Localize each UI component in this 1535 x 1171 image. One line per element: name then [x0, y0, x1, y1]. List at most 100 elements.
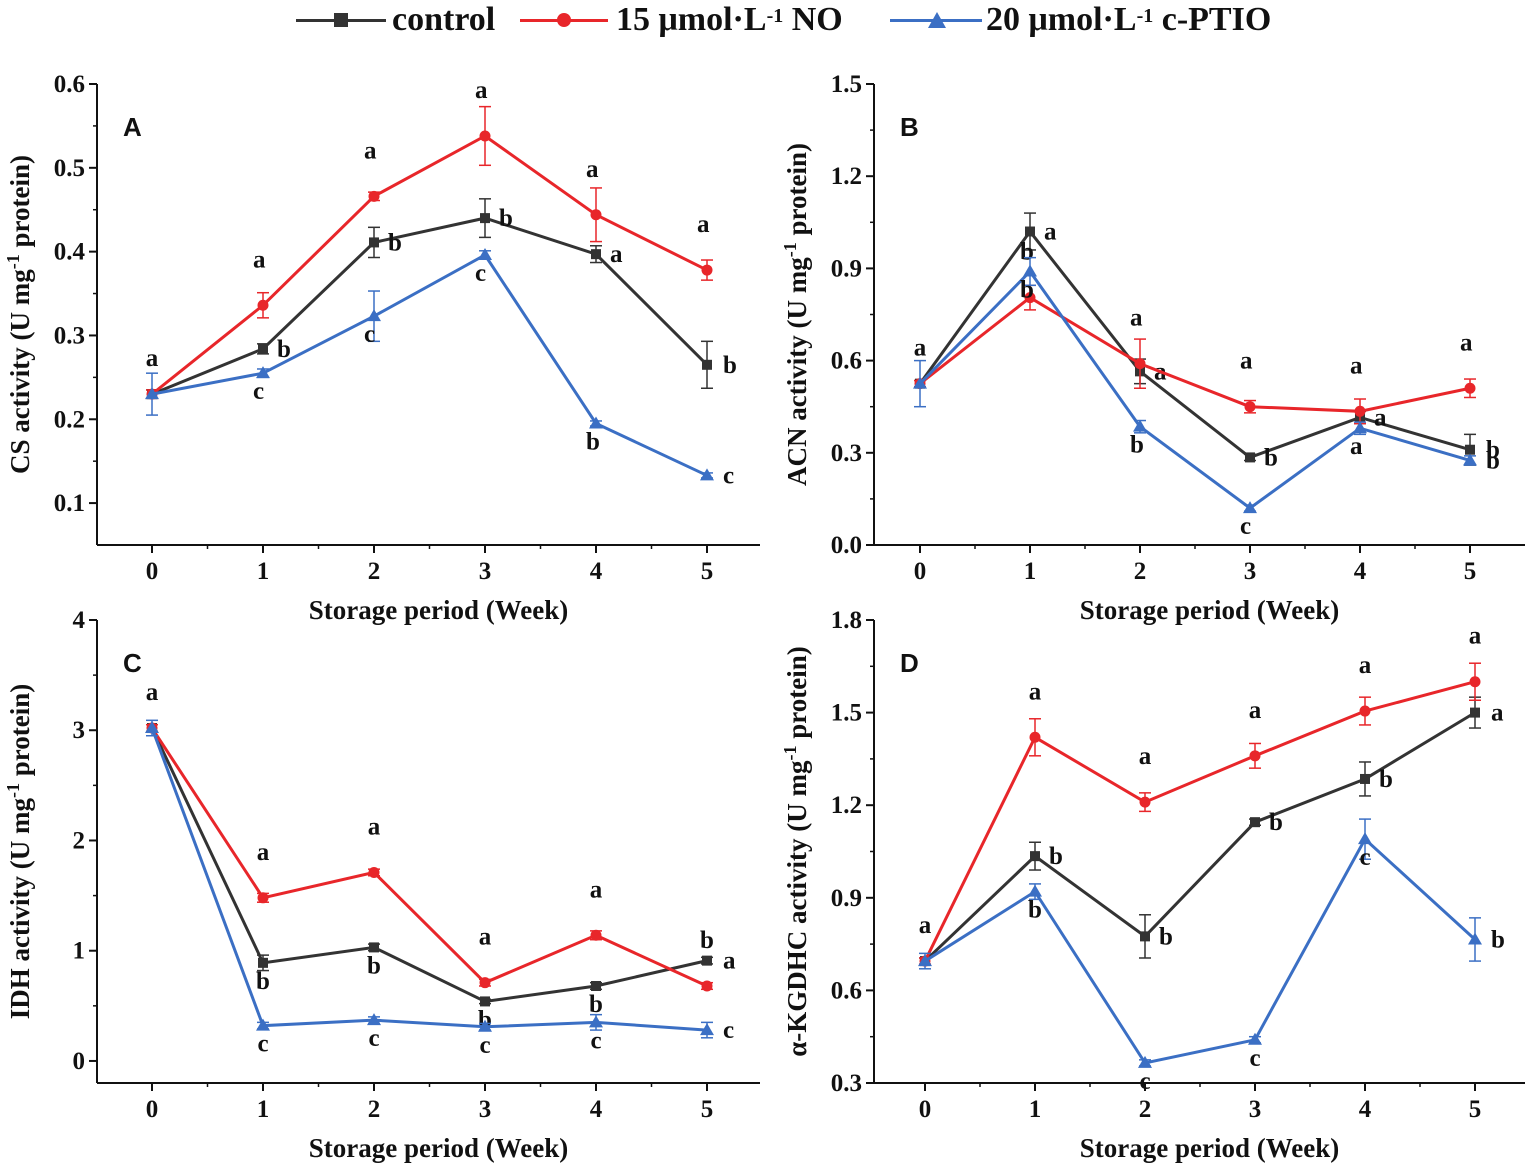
y-tick-label: 1.2 — [831, 163, 862, 190]
data-point — [478, 1019, 492, 1032]
data-point — [1249, 750, 1261, 762]
x-tick-label: 4 — [1354, 558, 1367, 585]
significance-label: b — [277, 336, 291, 363]
x-tick-label: 1 — [1024, 558, 1037, 585]
legend-label-control: control — [392, 1, 496, 38]
series-line — [924, 836, 1477, 1065]
panel-a: 0.1 0.2 0.3 0.4 0.5 0.6 0 1 2 3 4 5 Storage period (… — [3, 71, 760, 625]
x-tick-label: 0 — [146, 1096, 159, 1123]
data-point — [1463, 453, 1477, 466]
data-point — [367, 309, 381, 322]
legend-item-cptio: 20 μmol·L-1 c-PTIO — [890, 0, 1330, 44]
significance-label: a — [1359, 652, 1372, 679]
series-no: a b a a a a — [914, 239, 1476, 425]
x-axis-title: Storage period (Week) — [1080, 595, 1339, 625]
data-point — [1468, 932, 1482, 945]
significance-label: a — [1139, 743, 1152, 770]
legend-label-no-sup: -1 — [766, 5, 784, 27]
x-tick-label: 0 — [919, 1096, 932, 1123]
significance-label: a — [1029, 678, 1042, 705]
data-point — [258, 343, 268, 354]
y-axis-title: IDH activity (U mg-1 protein) — [3, 684, 35, 1019]
data-point — [1138, 1055, 1152, 1068]
data-point — [369, 237, 379, 248]
x-axis-title: Storage period (Week) — [309, 595, 568, 625]
data-point — [1028, 884, 1042, 897]
significance-label: c — [475, 260, 486, 287]
x-tick-label: 1 — [257, 558, 270, 585]
significance-label: b — [1159, 923, 1173, 950]
legend-label-no: 15 μmol·L-1 NO — [616, 1, 843, 38]
data-point — [1243, 501, 1257, 514]
significance-label: b — [1020, 239, 1034, 266]
significance-label: a — [697, 211, 710, 238]
legend-circle-marker-icon — [557, 13, 571, 27]
data-point — [1139, 796, 1151, 808]
significance-label: b — [1379, 766, 1393, 793]
significance-label: b — [589, 991, 603, 1018]
x-tick-label: 5 — [701, 558, 714, 585]
y-tick-label: 0.1 — [54, 490, 85, 517]
y-tick-label: 4 — [73, 607, 86, 634]
data-point — [257, 299, 269, 311]
y-tick-label: 0.4 — [54, 239, 86, 266]
data-point — [256, 1018, 270, 1031]
x-tick-label: 0 — [146, 558, 159, 585]
y-tick-label: 0.2 — [54, 406, 85, 433]
legend-item-control: control — [296, 0, 516, 44]
data-point — [480, 213, 490, 224]
significance-label: a — [1350, 433, 1363, 460]
data-point — [480, 996, 490, 1007]
x-tick-label: 3 — [1244, 558, 1257, 585]
y-tick-label: 0.5 — [54, 155, 85, 182]
significance-label: a — [1469, 623, 1482, 650]
significance-label: b — [1264, 444, 1278, 471]
significance-label: a — [146, 679, 159, 706]
series-cptio: b c c c b — [918, 818, 1505, 1095]
x-tick-label: 3 — [479, 558, 492, 585]
significance-label: b — [700, 927, 714, 954]
y-tick-label: 3 — [73, 717, 86, 744]
x-tick-label: 3 — [479, 1096, 492, 1123]
series-line — [923, 680, 1476, 962]
y-axis-title: CS activity (U mg-1 protein) — [3, 155, 35, 474]
panel-letter: D — [900, 648, 919, 678]
y-axis-title: α-KGDHC activity (U mg-1 protein) — [780, 646, 812, 1057]
significance-label: a — [914, 335, 927, 362]
data-point — [1025, 226, 1035, 237]
series-line — [151, 253, 708, 477]
significance-label: c — [1139, 1068, 1150, 1095]
x-tick-label: 0 — [914, 558, 927, 585]
x-axis-title: Storage period (Week) — [1080, 1133, 1339, 1163]
significance-label: a — [1044, 219, 1057, 246]
data-point — [1360, 773, 1370, 784]
significance-label: b — [499, 205, 513, 232]
data-point — [1133, 419, 1147, 432]
data-point — [701, 264, 713, 276]
panel-c: 0 1 2 3 4 0 1 2 3 4 5 Storage period (Week) IDH acti… — [3, 607, 760, 1163]
y-tick-label: 0.3 — [54, 322, 85, 349]
series-line — [150, 727, 708, 1003]
significance-label: a — [919, 912, 932, 939]
series-line — [150, 727, 708, 988]
y-axis-title: ACN activity (U mg-1 protein) — [780, 143, 812, 486]
significance-label: a — [475, 77, 488, 104]
significance-label: a — [1249, 697, 1262, 724]
x-tick-label: 5 — [701, 1096, 714, 1123]
y-tick-label: 0.6 — [831, 977, 862, 1004]
x-tick-label: 4 — [1359, 1096, 1372, 1123]
significance-label: b — [1020, 276, 1034, 303]
data-point — [479, 130, 491, 142]
data-point — [1245, 452, 1255, 463]
series-line — [151, 216, 709, 396]
data-point — [1353, 421, 1367, 434]
x-tick-label: 4 — [590, 558, 603, 585]
series-no: a a a a a a — [919, 623, 1482, 967]
legend-item-no: 15 μmol·L-1 NO — [520, 0, 890, 44]
y-tick-label: 1.5 — [831, 700, 862, 727]
significance-label: c — [479, 1032, 490, 1059]
data-point — [702, 955, 712, 966]
significance-label: a — [253, 246, 266, 273]
